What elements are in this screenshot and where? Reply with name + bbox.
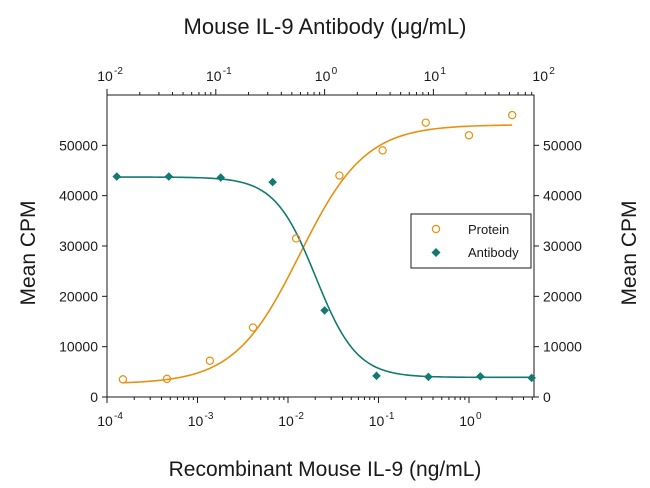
point-protein xyxy=(335,171,344,180)
y-tick-label-right: 20000 xyxy=(543,288,582,304)
point-antibody xyxy=(527,373,536,383)
point-protein xyxy=(421,118,430,127)
y-tick-label-right: 0 xyxy=(543,389,551,405)
x-bottom-tick-exponent: -1 xyxy=(386,411,395,422)
x-bottom-tick-exponent: -3 xyxy=(205,411,214,422)
x-bottom-tick-label: 10 xyxy=(369,413,385,429)
point-antibody xyxy=(424,372,433,382)
y-tick-label-left: 10000 xyxy=(59,339,98,355)
y-tick-label-right: 40000 xyxy=(543,188,582,204)
point-protein xyxy=(378,146,387,155)
legend-label-antibody: Antibody xyxy=(468,245,519,260)
x-top-tick-label: 10 xyxy=(206,68,222,84)
point-protein xyxy=(464,131,474,140)
fit-curve-protein xyxy=(122,124,513,384)
y-tick-label-right: 30000 xyxy=(543,238,582,254)
x-top-tick-exponent: 2 xyxy=(549,66,555,77)
x-bottom-tick-label: 10 xyxy=(459,413,475,429)
x-bottom-tick-exponent: -2 xyxy=(295,411,304,422)
y-tick-label-left: 0 xyxy=(90,389,98,405)
x-top-tick-exponent: 0 xyxy=(332,66,338,77)
x-axis-label: Recombinant Mouse IL-9 (ng/mL) xyxy=(169,458,482,481)
x-bottom-tick-label: 10 xyxy=(188,413,204,429)
y-tick-label-right: 10000 xyxy=(543,339,582,355)
point-antibody xyxy=(164,172,174,181)
legend-box xyxy=(410,213,532,269)
point-antibody xyxy=(320,306,329,315)
y-axis-label-right: Mean CPM xyxy=(618,200,641,305)
x-top-tick-exponent: -1 xyxy=(223,66,232,77)
point-protein xyxy=(291,234,301,243)
point-antibody xyxy=(268,177,277,187)
point-protein xyxy=(507,110,517,120)
legend: Protein Antibody xyxy=(410,213,532,269)
point-protein xyxy=(248,323,258,332)
y-tick-label-left: 40000 xyxy=(59,188,98,204)
point-antibody xyxy=(476,372,485,381)
x-top-tick-label: 10 xyxy=(532,68,548,84)
legend-marker-protein xyxy=(431,224,441,234)
y-tick-label-left: 30000 xyxy=(59,238,98,254)
x-bottom-tick-exponent: 0 xyxy=(476,411,482,422)
x-top-ticks: 10 -2 10 -1 10 0 10 1 10 2 xyxy=(97,66,555,95)
y-axis-label-left: Mean CPM xyxy=(17,200,40,305)
chart-title: Mouse IL-9 Antibody (μg/mL) xyxy=(184,14,467,39)
y-tick-label-left: 20000 xyxy=(59,288,98,304)
y-ticks: 0 0 10000 10000 20000 20000 30000 30000 40000 400… xyxy=(59,137,582,405)
x-bottom-tick-exponent: -4 xyxy=(114,411,123,422)
fit-curves xyxy=(116,124,532,384)
x-top-tick-label: 10 xyxy=(424,68,440,84)
x-top-tick-exponent: -2 xyxy=(114,66,123,77)
point-protein xyxy=(205,356,215,365)
x-bottom-tick-label: 10 xyxy=(278,413,294,429)
legend-label-protein: Protein xyxy=(468,222,509,237)
point-protein xyxy=(162,374,172,384)
point-antibody xyxy=(112,172,122,181)
data-points xyxy=(112,110,536,384)
point-antibody xyxy=(216,173,226,182)
legend-marker-antibody xyxy=(431,248,441,257)
fit-curve-antibody xyxy=(116,176,532,379)
x-top-tick-exponent: 1 xyxy=(440,66,446,77)
x-bottom-ticks: 10 -4 10 -3 10 -2 10 -1 10 0 xyxy=(97,397,533,429)
point-protein xyxy=(118,375,128,384)
x-top-tick-label: 10 xyxy=(315,68,331,84)
point-antibody xyxy=(372,371,381,381)
y-tick-label-left: 50000 xyxy=(59,137,98,153)
x-top-tick-label: 10 xyxy=(97,68,113,84)
y-tick-label-right: 50000 xyxy=(543,137,582,153)
x-bottom-tick-label: 10 xyxy=(97,413,113,429)
